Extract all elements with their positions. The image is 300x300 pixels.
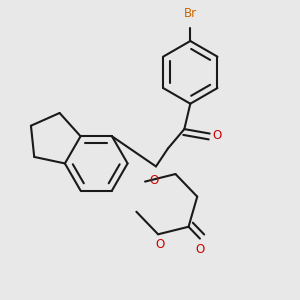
Text: Br: Br bbox=[184, 7, 197, 20]
Text: O: O bbox=[213, 129, 222, 142]
Text: O: O bbox=[156, 238, 165, 251]
Text: O: O bbox=[150, 174, 159, 187]
Text: O: O bbox=[195, 243, 205, 256]
